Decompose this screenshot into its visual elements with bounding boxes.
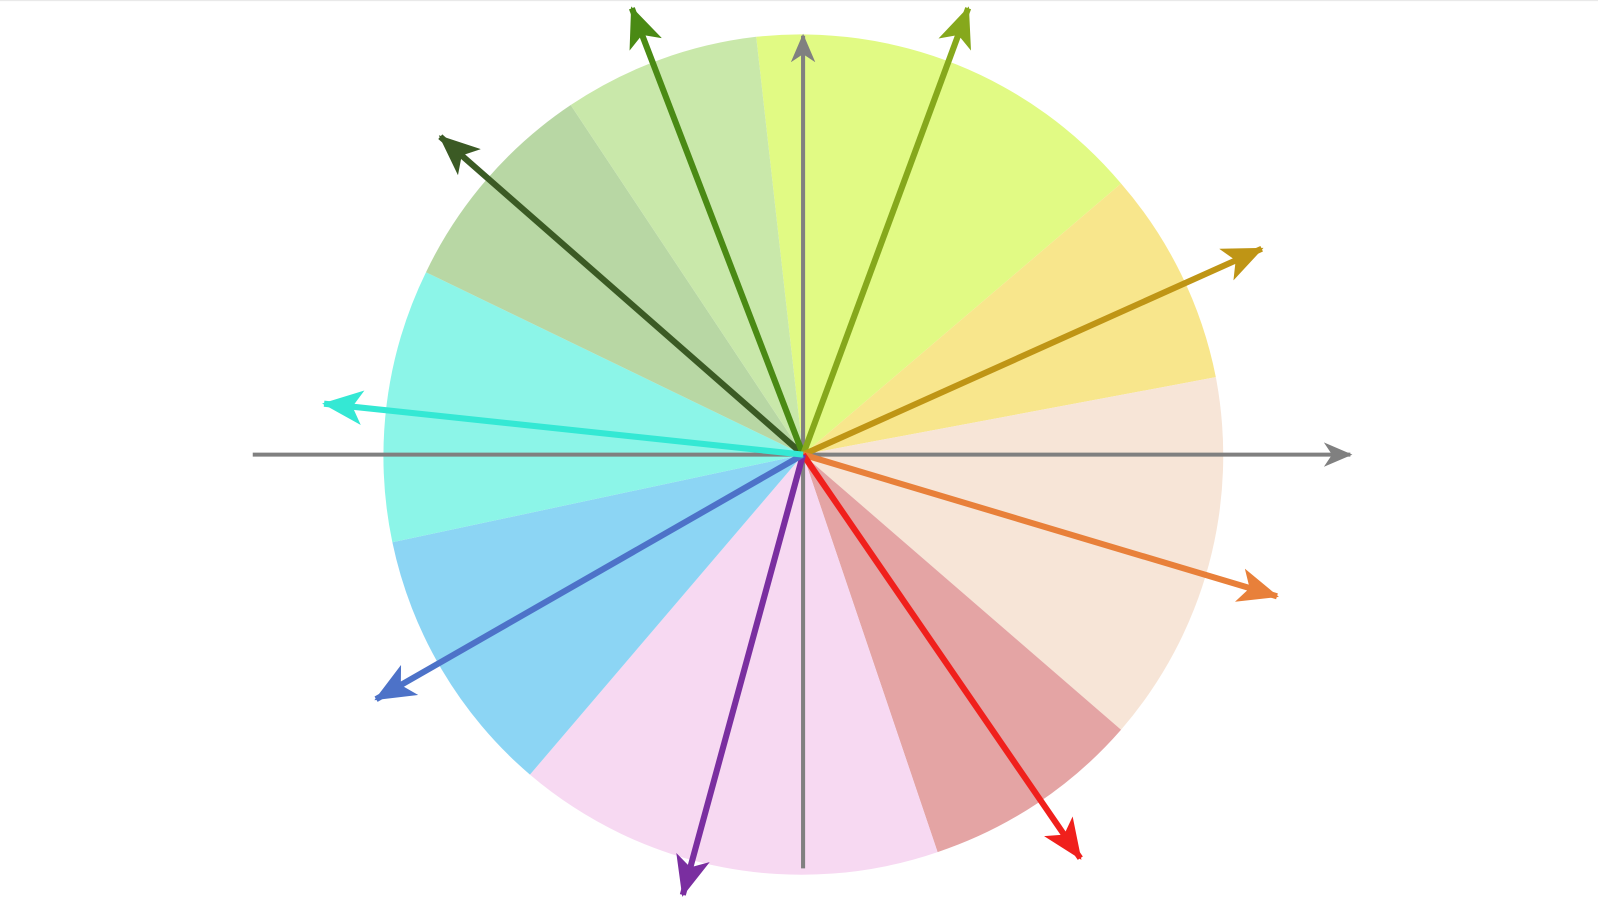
- arrow: [801, 245, 1264, 458]
- arrow: [374, 451, 805, 702]
- wedge: [392, 454, 804, 775]
- wedges: [383, 34, 1224, 875]
- arrow: [322, 390, 804, 458]
- wedge: [803, 454, 1122, 853]
- arrows: [322, 6, 1279, 897]
- arrow: [676, 453, 807, 897]
- wedge: [529, 454, 938, 875]
- wedge: [570, 36, 804, 455]
- arrow: [800, 452, 1083, 860]
- wedge: [383, 272, 804, 543]
- arrow: [802, 451, 1279, 602]
- arrow: [438, 134, 806, 457]
- arrow: [629, 6, 806, 456]
- arrow: [800, 6, 972, 456]
- wedge: [756, 34, 1122, 455]
- wedge: [425, 105, 804, 455]
- wedge: [803, 377, 1224, 730]
- wedge: [803, 183, 1216, 455]
